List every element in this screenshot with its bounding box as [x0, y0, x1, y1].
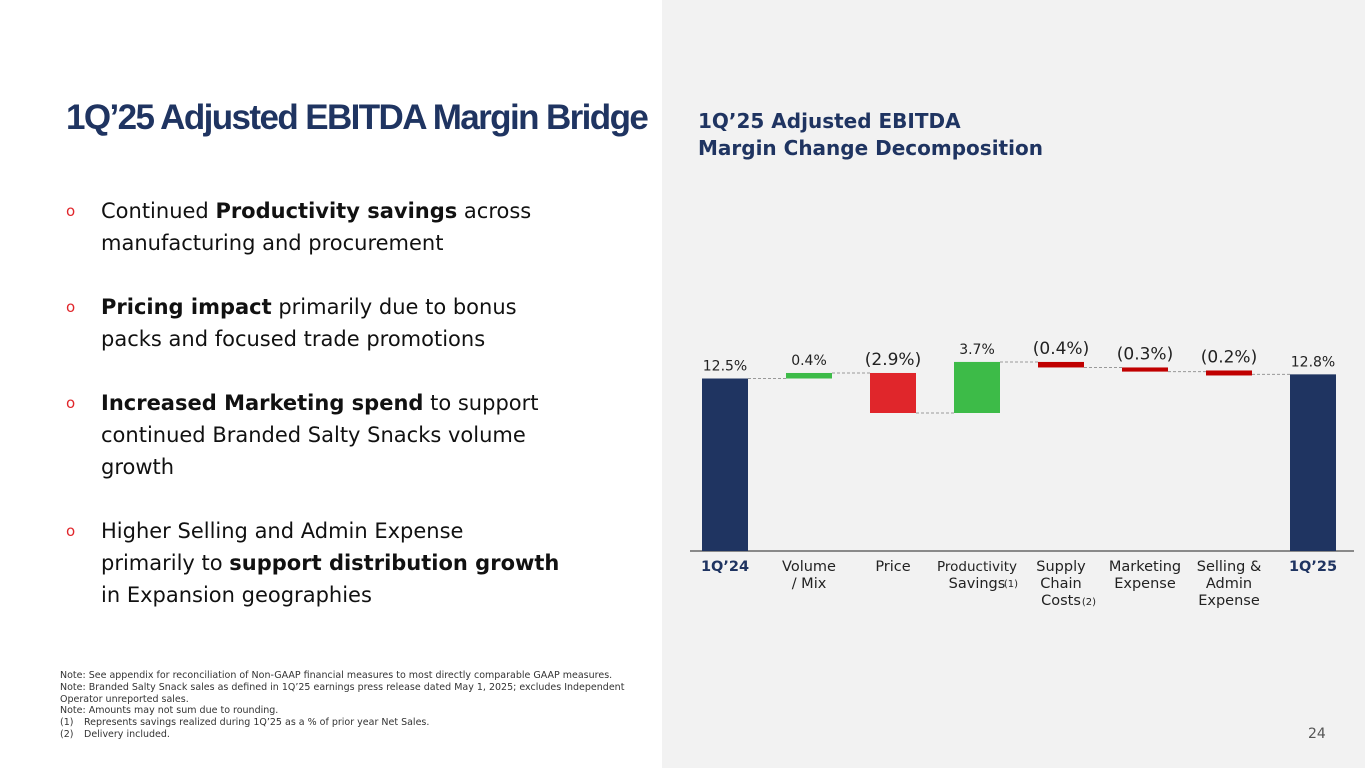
category-label: 1Q’25	[1289, 559, 1337, 575]
bullet-line: Continued Productivity savings across	[101, 195, 586, 227]
bullet-line: in Expansion geographies	[101, 579, 586, 611]
bullet-marker: o	[66, 522, 76, 540]
bullet-line: growth	[101, 451, 586, 483]
footnote-number: (1)	[60, 717, 74, 729]
waterfall-bar	[786, 372, 832, 379]
bar-value-label: (0.3%)	[1117, 344, 1173, 364]
bar-value-label: 3.7%	[959, 342, 995, 358]
bullet-text: primarily to	[101, 551, 230, 575]
bullet-text: Higher Selling and Admin Expense	[101, 519, 464, 543]
category-label: Chain	[1040, 576, 1081, 592]
bar-value-label: (0.4%)	[1033, 339, 1089, 359]
waterfall-bar	[954, 361, 1000, 413]
bullet-text: growth	[101, 455, 175, 479]
category-label: Costs	[1041, 593, 1081, 609]
bullet-item: o Pricing impact primarily due to bonus pa…	[66, 291, 586, 355]
footnote-text: Note: Branded Salty Snack sales as defin…	[60, 681, 625, 693]
footnote-line: Note: See appendix for reconciliation of…	[60, 670, 650, 682]
bullet-text: across	[457, 199, 532, 223]
slide-title: 1Q’25 Adjusted EBITDA Margin Bridge	[66, 98, 649, 137]
bar-value-label: 0.4%	[791, 353, 827, 369]
bullet-line: Increased Marketing spend to support	[101, 387, 586, 419]
bullet-text: packs and focused trade promotions	[101, 327, 486, 351]
bar-value-label: 12.5%	[703, 359, 747, 375]
bar-value-label: 12.8%	[1291, 354, 1335, 370]
category-footnote-marker: (1)	[1004, 579, 1018, 590]
category-footnote-marker: (2)	[1082, 597, 1096, 608]
right-panel	[662, 0, 1365, 768]
category-label: Supply	[1036, 559, 1086, 575]
bullet-text: primarily due to bonus	[271, 295, 517, 319]
footnote-text: Represents savings realized during 1Q’25…	[84, 717, 430, 729]
footnote-line: Operator unreported sales.	[60, 694, 650, 706]
bullet-line: Pricing impact primarily due to bonus	[101, 291, 586, 323]
footnote-text: Note: See appendix for reconciliation of…	[60, 670, 613, 681]
category-label: Admin	[1206, 576, 1252, 592]
bullet-text: continued Branded Salty Snacks volume	[101, 423, 526, 447]
page-number: 24	[1308, 726, 1326, 742]
bullet-line: packs and focused trade promotions	[101, 323, 586, 355]
bullet-marker: o	[66, 202, 76, 220]
bullet-emphasis: Productivity savings	[215, 199, 458, 223]
bar-value-label: (0.2%)	[1201, 347, 1257, 367]
waterfall-bar	[1038, 361, 1084, 368]
bullet-item: o Continued Productivity savings across ma…	[66, 195, 586, 259]
footnote-text: Delivery included.	[84, 728, 170, 740]
footnote-number: (2)	[60, 728, 74, 740]
bullet-line: continued Branded Salty Snacks volume	[101, 419, 586, 451]
footnote-line: (2) Delivery included.	[60, 729, 650, 741]
bullet-item: o Higher Selling and Admin Expense primari…	[66, 515, 586, 611]
category-label: Volume	[782, 559, 836, 575]
category-label: 1Q’24	[701, 559, 749, 575]
waterfall-bar	[870, 372, 916, 413]
category-label: Marketing	[1109, 559, 1181, 575]
waterfall-bar	[702, 378, 748, 551]
bullet-text: manufacturing and procurement	[101, 231, 444, 255]
bullet-line: primarily to support distribution growth	[101, 547, 586, 579]
waterfall-chart: 12.5% 1Q’24 0.4% Volume/ Mix (2.9%) Price 3.7%…	[690, 339, 1354, 609]
bar-value-label: (2.9%)	[865, 350, 921, 370]
category-label: Selling &	[1197, 559, 1262, 575]
chart-title: 1Q’25 Adjusted EBITDA Margin Change Deco…	[698, 108, 1043, 162]
footnote-line: (1) Represents savings realized during 1Q…	[60, 717, 650, 729]
waterfall-bar	[1206, 370, 1252, 376]
waterfall-bar	[1122, 367, 1168, 372]
bullet-emphasis: Increased Marketing spend	[101, 391, 424, 415]
category-label: Expense	[1114, 576, 1176, 592]
bullet-list: o Continued Productivity savings across ma…	[66, 195, 586, 643]
category-label: Productivity	[937, 559, 1017, 575]
bullet-line: Higher Selling and Admin Expense	[101, 515, 586, 547]
bullet-item: o Increased Marketing spend to support con…	[66, 387, 586, 483]
waterfall-bar	[1290, 374, 1336, 551]
footnote-line: Note: Amounts may not sum due to roundin…	[60, 705, 650, 717]
bullet-text: Continued	[101, 199, 216, 223]
footnote-text: Note: Amounts may not sum due to roundin…	[60, 705, 279, 717]
bullet-emphasis: support distribution growth	[229, 551, 560, 575]
bullet-emphasis: Pricing impact	[101, 295, 272, 319]
category-label: Savings	[949, 576, 1006, 592]
category-label: Price	[875, 559, 910, 575]
bullet-marker: o	[66, 298, 76, 316]
chart-title-line-2: Margin Change Decomposition	[698, 136, 1043, 160]
footnote-line: Note: Branded Salty Snack sales as defin…	[60, 682, 650, 694]
chart-title-line-1: 1Q’25 Adjusted EBITDA	[698, 109, 961, 133]
bullet-text: to support	[423, 391, 539, 415]
footnotes: Note: See appendix for reconciliation of…	[60, 670, 650, 741]
bullet-text: in Expansion geographies	[101, 583, 372, 607]
category-label: Expense	[1198, 593, 1260, 609]
bullet-marker: o	[66, 394, 76, 412]
bullet-line: manufacturing and procurement	[101, 227, 586, 259]
category-label: / Mix	[792, 576, 827, 592]
footnote-text: Operator unreported sales.	[60, 693, 189, 705]
